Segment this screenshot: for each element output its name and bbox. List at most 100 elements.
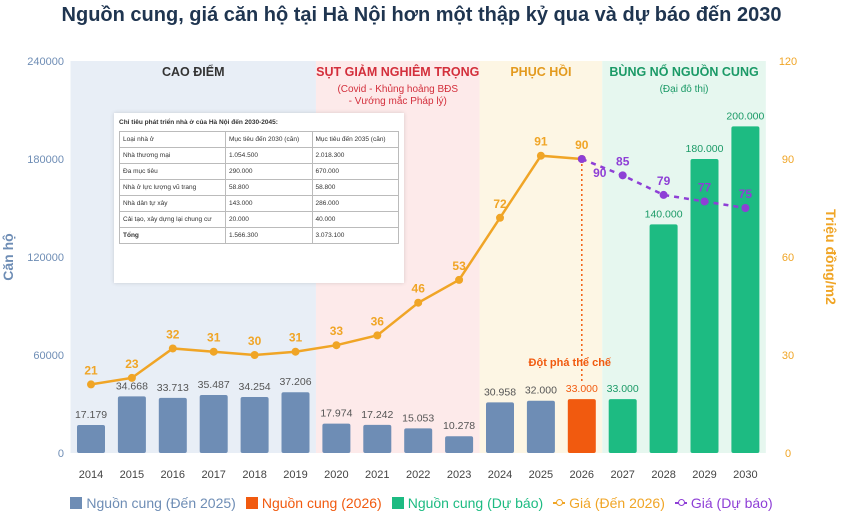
y2-tick-label: 120 bbox=[779, 56, 797, 68]
x-tick-label: 2016 bbox=[161, 469, 185, 481]
legend-swatch bbox=[391, 497, 404, 509]
table-cell: Cải tạo, xây dựng lại chung cư bbox=[118, 211, 227, 228]
price_forecast-line bbox=[581, 157, 746, 210]
legend-line-marker bbox=[674, 499, 687, 506]
supply-bar bbox=[281, 392, 310, 453]
chart-title: Nguồn cung, giá căn hộ tại Hà Nội hơn mộ… bbox=[61, 4, 782, 26]
legend-item-supply-2026: Nguồn cung (2026) bbox=[245, 495, 382, 511]
phase-sublabel: (Đại đô thị) bbox=[660, 84, 709, 95]
bar-value-label: 17.179 bbox=[75, 409, 107, 421]
supply-bar bbox=[404, 428, 433, 453]
price-point bbox=[168, 344, 177, 353]
table-cell: 58.800 bbox=[225, 179, 313, 196]
legend-swatch bbox=[245, 497, 258, 509]
price-value-label: 33 bbox=[330, 324, 344, 338]
price-point bbox=[250, 351, 259, 359]
table-cell: 286.000 bbox=[311, 195, 399, 212]
price-point bbox=[496, 213, 504, 222]
price_forecast-point bbox=[700, 197, 709, 206]
table-cell: 1.566.300 bbox=[225, 227, 313, 244]
bar-value-label: 34.254 bbox=[239, 381, 271, 393]
x-tick-label: 2028 bbox=[651, 469, 675, 481]
legend-label: Giá (Đến 2026) bbox=[569, 495, 665, 511]
supply-bar bbox=[77, 424, 105, 453]
price_forecast-value-label: 85 bbox=[616, 154, 630, 168]
bar-value-label: 33.000 bbox=[607, 383, 639, 395]
table-cell: 20.000 bbox=[225, 211, 313, 228]
bar-value-label: 180.000 bbox=[686, 143, 724, 155]
y2-axis-label: Triệu đồng/m2 bbox=[823, 209, 839, 305]
price_forecast-value-label: 79 bbox=[657, 174, 671, 188]
price-point bbox=[127, 373, 136, 382]
table-header-row: Loại nhà ở Mục tiêu đến 2030 (căn) Mục t… bbox=[118, 131, 399, 148]
x-tick-label: 2019 bbox=[283, 469, 307, 481]
phase-sublabel: (Covid - Khủng hoảng BĐS bbox=[337, 83, 458, 95]
table-cell: Nhà dân tự xây bbox=[118, 195, 227, 212]
y2-tick-label: 0 bbox=[785, 448, 791, 460]
bar-value-label: 10.278 bbox=[443, 420, 475, 432]
supply-bar bbox=[199, 395, 228, 453]
legend-item-price-forecast: Giá (Dự báo) bbox=[674, 495, 773, 511]
table-cell: 143.000 bbox=[225, 195, 313, 212]
price-point bbox=[332, 341, 341, 350]
phase-label: PHỤC HỒI bbox=[510, 64, 571, 79]
price_forecast-value-label: 90 bbox=[593, 166, 607, 180]
price_forecast-point bbox=[741, 204, 750, 212]
housing-target-table: Chỉ tiêu phát triển nhà ở của Hà Nội đến… bbox=[114, 113, 404, 283]
price_forecast-value-label: 77 bbox=[698, 180, 712, 194]
supply-bar bbox=[567, 399, 596, 453]
bar-value-label: 37.206 bbox=[279, 376, 311, 388]
price-value-label: 21 bbox=[84, 363, 98, 377]
legend-item-supply-forecast: Nguồn cung (Dự báo) bbox=[391, 495, 543, 511]
price-value-label: 90 bbox=[575, 138, 589, 152]
legend-label: Nguồn cung (2026) bbox=[261, 495, 382, 511]
table-header: Mục tiêu đến 2030 (căn) bbox=[225, 131, 313, 148]
supply-bar bbox=[240, 397, 269, 453]
table-cell: 1.054.500 bbox=[225, 147, 313, 164]
price-value-label: 30 bbox=[248, 334, 262, 348]
price-point bbox=[291, 347, 300, 356]
x-tick-label: 2018 bbox=[242, 469, 266, 481]
y-tick-label: 120000 bbox=[27, 252, 64, 264]
supply-bar bbox=[690, 159, 719, 453]
x-tick-label: 2027 bbox=[610, 469, 634, 481]
y-tick-label: 180000 bbox=[27, 154, 64, 166]
phase-label: CAO ĐIỂM bbox=[162, 64, 225, 79]
bar-value-label: 35.487 bbox=[198, 379, 230, 391]
price_forecast-point bbox=[577, 155, 586, 163]
table-row: Nhà ở lực lượng vũ trang 58.800 58.800 bbox=[118, 179, 399, 196]
supply-bar bbox=[649, 224, 678, 453]
supply-bar bbox=[526, 400, 555, 453]
y2-tick-label: 30 bbox=[782, 350, 794, 362]
price-value-label: 91 bbox=[534, 135, 548, 149]
table-cell: Nhà thương mại bbox=[118, 147, 227, 164]
phase-band bbox=[479, 61, 603, 453]
table-row: Nhà dân tự xây 143.000 286.000 bbox=[118, 195, 399, 212]
x-tick-label: 2014 bbox=[79, 469, 103, 481]
table-cell: 58.800 bbox=[311, 179, 399, 196]
x-tick-label: 2021 bbox=[365, 469, 389, 481]
table-row: Tổng 1.566.300 3.073.100 bbox=[118, 227, 399, 244]
x-tick-label: 2022 bbox=[406, 469, 430, 481]
price-point bbox=[536, 151, 545, 160]
table-row: Nhà thương mại 1.054.500 2.018.300 bbox=[118, 147, 399, 164]
x-tick-label: 2030 bbox=[733, 469, 757, 481]
table-cell: Đa mục tiêu bbox=[118, 163, 227, 180]
supply-bar bbox=[608, 399, 637, 453]
price-point bbox=[373, 331, 382, 340]
y-tick-label: 60000 bbox=[33, 350, 64, 362]
bar-value-label: 140.000 bbox=[645, 208, 683, 220]
supply-bar bbox=[486, 402, 514, 453]
price-value-label: 53 bbox=[452, 259, 466, 273]
legend-label: Giá (Dự báo) bbox=[690, 495, 773, 511]
x-tick-label: 2029 bbox=[692, 469, 716, 481]
supply-bar bbox=[731, 126, 760, 453]
price-value-label: 31 bbox=[207, 331, 221, 345]
table-header: Mục tiêu đến 2035 (căn) bbox=[311, 131, 399, 148]
x-tick-label: 2024 bbox=[488, 469, 512, 481]
x-tick-label: 2015 bbox=[120, 469, 144, 481]
x-tick-label: 2026 bbox=[570, 469, 594, 481]
price-value-label: 31 bbox=[289, 331, 303, 345]
bar-value-label: 200.000 bbox=[726, 110, 764, 122]
legend-label: Nguồn cung (Đến 2025) bbox=[86, 495, 236, 511]
